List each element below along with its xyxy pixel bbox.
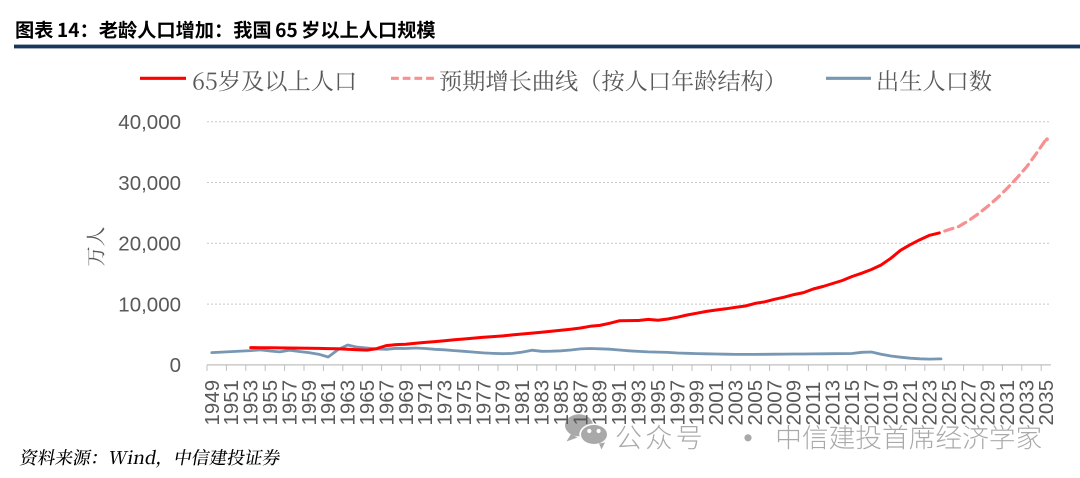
svg-text:2017: 2017	[860, 380, 883, 426]
svg-text:1959: 1959	[298, 380, 321, 426]
svg-text:1953: 1953	[240, 380, 263, 426]
svg-text:2015: 2015	[841, 380, 864, 426]
svg-text:2007: 2007	[763, 380, 786, 426]
svg-text:1987: 1987	[569, 380, 592, 426]
svg-text:1995: 1995	[647, 380, 670, 426]
svg-text:20,000: 20,000	[118, 233, 181, 256]
svg-text:2029: 2029	[977, 380, 1000, 426]
svg-text:1957: 1957	[278, 380, 301, 426]
svg-text:1991: 1991	[608, 380, 631, 426]
svg-text:1981: 1981	[511, 380, 534, 426]
svg-text:2021: 2021	[899, 380, 922, 426]
svg-text:10,000: 10,000	[118, 293, 181, 316]
svg-text:2001: 2001	[705, 380, 728, 426]
svg-text:30,000: 30,000	[118, 172, 181, 195]
svg-text:2009: 2009	[783, 380, 806, 426]
svg-text:2011: 2011	[802, 381, 825, 425]
svg-text:1999: 1999	[686, 380, 709, 426]
svg-text:1967: 1967	[375, 380, 398, 426]
svg-text:1969: 1969	[395, 380, 418, 426]
svg-text:2033: 2033	[1016, 380, 1039, 426]
svg-text:1951: 1951	[220, 380, 243, 426]
svg-text:2005: 2005	[744, 380, 767, 426]
svg-text:1963: 1963	[337, 380, 360, 426]
svg-text:1989: 1989	[589, 380, 612, 426]
svg-text:2023: 2023	[919, 380, 942, 426]
svg-text:2031: 2031	[996, 380, 1019, 426]
svg-text:2025: 2025	[938, 380, 961, 426]
svg-text:1973: 1973	[434, 380, 457, 426]
svg-text:2003: 2003	[725, 380, 748, 426]
svg-text:40,000: 40,000	[118, 111, 181, 134]
svg-text:1979: 1979	[492, 380, 515, 426]
svg-text:1983: 1983	[531, 380, 554, 426]
svg-text:1971: 1971	[414, 380, 437, 426]
svg-text:2027: 2027	[957, 380, 980, 426]
svg-text:1985: 1985	[550, 380, 573, 426]
svg-text:1977: 1977	[472, 380, 495, 426]
svg-text:1975: 1975	[453, 380, 476, 426]
svg-text:2035: 2035	[1035, 380, 1058, 426]
svg-text:0: 0	[170, 354, 181, 377]
svg-text:2013: 2013	[822, 380, 845, 426]
svg-text:1955: 1955	[259, 380, 282, 426]
svg-text:1965: 1965	[356, 380, 379, 426]
svg-text:2019: 2019	[880, 380, 903, 426]
svg-text:1993: 1993	[628, 380, 651, 426]
svg-text:1949: 1949	[201, 380, 224, 426]
svg-text:1997: 1997	[666, 380, 689, 426]
svg-text:1961: 1961	[317, 380, 340, 426]
